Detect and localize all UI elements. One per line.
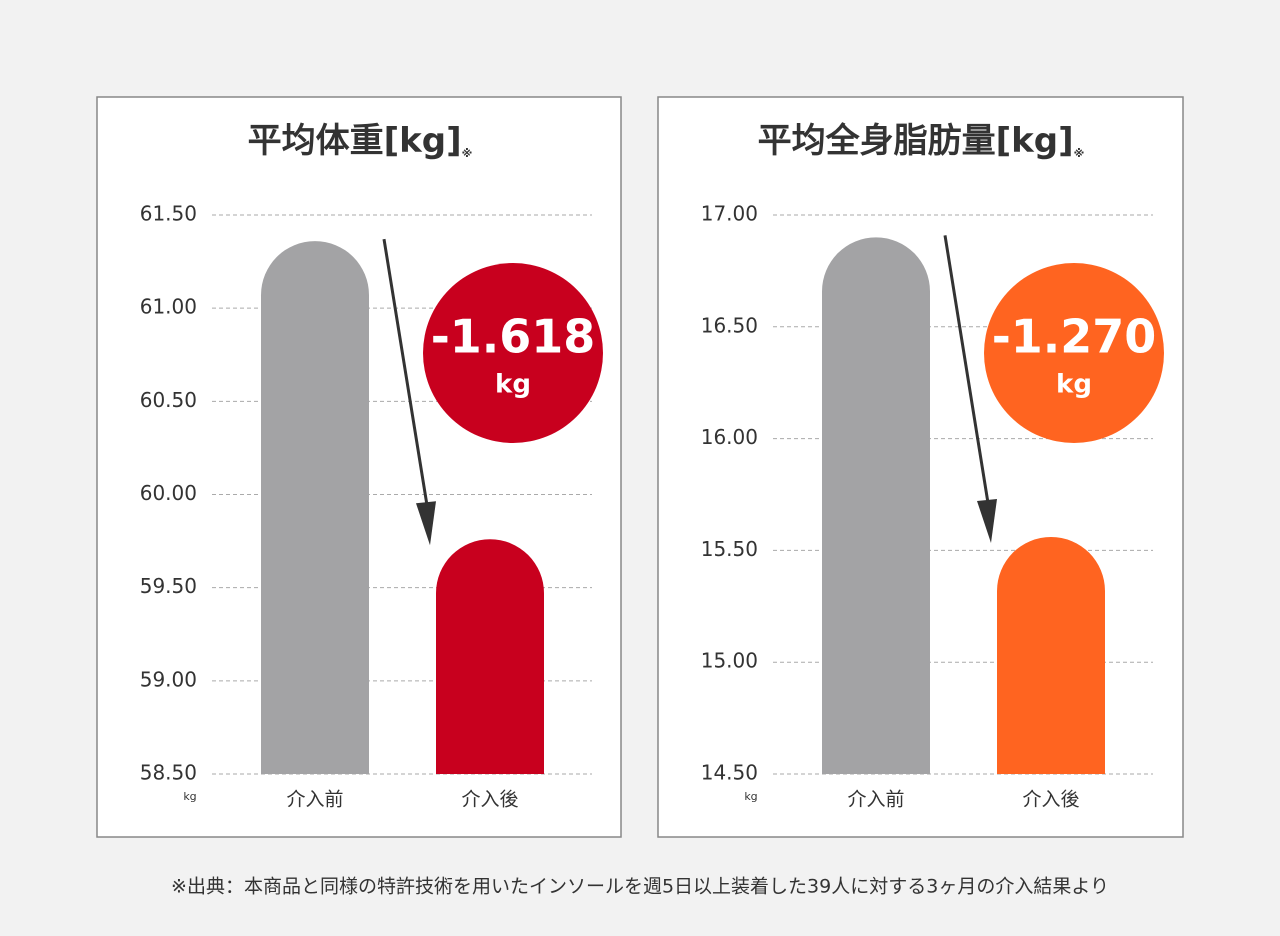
- arrow: [943, 235, 990, 504]
- title-note: ※: [462, 147, 473, 160]
- arrow: [382, 238, 429, 506]
- y-tick-label: 15.50: [701, 537, 758, 561]
- x-tick-label: 介入後: [1022, 789, 1079, 811]
- x-tick-label: 介入後: [461, 789, 518, 811]
- title-text: 平均体重[kg]: [248, 121, 462, 161]
- annotation-circle: [984, 263, 1164, 443]
- annotation-unit: kg: [495, 370, 531, 400]
- annotation-value: -1.270: [992, 310, 1157, 364]
- y-tick-label: 14.50: [701, 761, 758, 785]
- unit-label: kg: [183, 790, 196, 803]
- y-tick-label: 61.00: [140, 295, 197, 319]
- bar: [436, 539, 544, 774]
- y-tick-label: 16.50: [701, 313, 758, 337]
- bar: [822, 237, 930, 775]
- title-text: 平均全身脂肪量[kg]: [758, 121, 1074, 161]
- title-note: ※: [1074, 147, 1085, 160]
- bar: [997, 536, 1105, 774]
- y-tick-label: 16.00: [701, 425, 758, 449]
- unit-label: kg: [744, 790, 757, 803]
- y-tick-label: 60.50: [140, 388, 197, 412]
- annotation-circle: [423, 263, 603, 443]
- x-tick-label: 介入前: [847, 789, 904, 811]
- chart-title: 平均全身脂肪量[kg]※: [758, 121, 1085, 161]
- arrow-head: [416, 501, 436, 546]
- y-tick-label: 58.50: [140, 761, 197, 785]
- bar: [261, 241, 369, 775]
- x-tick-label: 介入前: [286, 789, 343, 811]
- arrow-head: [977, 498, 997, 543]
- y-tick-label: 60.00: [140, 481, 197, 505]
- footnote: ※出典：本商品と同様の特許技術を用いたインソールを週5日以上装着した39人に対す…: [171, 876, 1109, 898]
- y-tick-label: 59.50: [140, 574, 197, 598]
- y-tick-label: 15.00: [701, 649, 758, 673]
- annotation-unit: kg: [1056, 370, 1092, 400]
- y-tick-label: 61.50: [140, 202, 197, 226]
- chart-title: 平均体重[kg]※: [248, 121, 473, 161]
- annotation-value: -1.618: [431, 310, 596, 364]
- y-tick-label: 17.00: [701, 202, 758, 226]
- y-tick-label: 59.00: [140, 667, 197, 691]
